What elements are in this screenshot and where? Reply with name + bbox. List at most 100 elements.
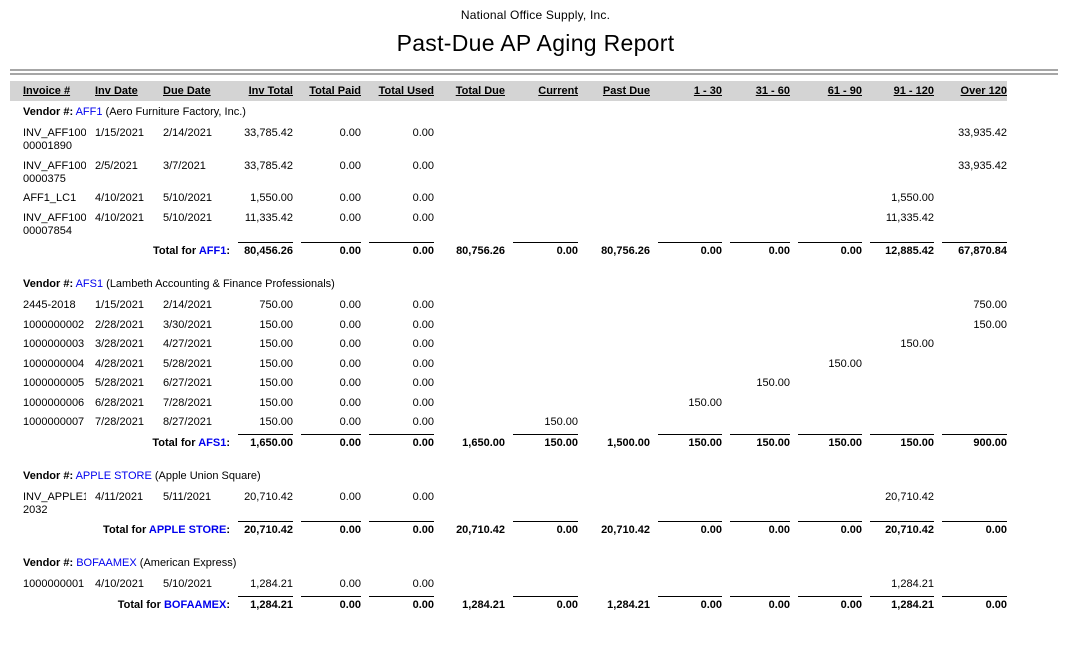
amount-cell <box>434 335 505 355</box>
amount-cell <box>862 124 934 157</box>
total-amount-cell: 0.00 <box>361 595 434 616</box>
amount-cell <box>862 316 934 336</box>
vendor-number-label: Vendor #: <box>23 557 74 569</box>
amount-cell <box>790 488 862 521</box>
amount-cell: 33,935.42 <box>958 127 1007 139</box>
amount-cell <box>578 575 650 595</box>
amount-cell: 0.00 <box>339 192 361 204</box>
amount-cell: 11,335.42 <box>244 211 293 224</box>
header-divider <box>10 69 1058 75</box>
vendor-total-row: Total for AFF1: 80,456.26 0.00 0.00 80,7… <box>10 241 1007 262</box>
total-amount-cell: 67,870.84 <box>934 241 1007 262</box>
total-vendor-code[interactable]: AFF1 <box>198 245 227 257</box>
amount-cell: 0.00 <box>339 578 361 590</box>
amount-cell: 0.00 <box>412 211 434 224</box>
total-amount-cell: 0.00 <box>650 241 722 262</box>
amount-cell: 150.00 <box>828 357 862 370</box>
inv-date-cell: 2/5/2021 <box>95 159 138 172</box>
vendor-total-row: Total for BOFAAMEX: 1,284.21 0.00 0.00 1… <box>10 595 1007 616</box>
invoice-number-cell: INV_AFF100 00001890 <box>23 127 86 152</box>
total-amount-cell: 0.00 <box>934 595 1007 616</box>
amount-cell <box>505 335 578 355</box>
amount-cell <box>934 488 1007 521</box>
amount-cell <box>722 124 790 157</box>
amount-cell: 0.00 <box>339 299 361 311</box>
invoice-row: 1000000005 5/28/2021 6/27/2021 150.00 0.… <box>10 374 1007 394</box>
amount-cell <box>505 316 578 336</box>
amount-cell <box>505 189 578 209</box>
inv-date-cell: 1/15/2021 <box>95 299 144 311</box>
amount-cell: 33,785.42 <box>244 127 293 139</box>
invoice-row: 1000000001 4/10/2021 5/10/2021 1,284.21 … <box>10 575 1007 595</box>
total-amount-cell: 0.00 <box>293 433 361 454</box>
total-vendor-code[interactable]: AFS1 <box>198 436 227 449</box>
vendor-code-link[interactable]: APPLE STORE <box>75 469 152 482</box>
vendor-total-row: Total for AFS1: 1,650.00 0.00 0.00 1,650… <box>10 433 1007 454</box>
total-vendor-code[interactable]: BOFAAMEX <box>163 598 227 611</box>
amount-cell <box>790 316 862 336</box>
amount-cell: 0.00 <box>339 416 361 428</box>
amount-cell: 33,935.42 <box>958 159 1007 172</box>
col-header-61-90: 61 - 90 <box>827 85 862 97</box>
invoice-row: 1000000002 2/28/2021 3/30/2021 150.00 0.… <box>10 316 1007 336</box>
total-for-label: Total for <box>152 245 197 257</box>
amount-cell <box>862 157 934 190</box>
amount-cell <box>578 157 650 190</box>
amount-cell <box>650 316 722 336</box>
amount-cell <box>434 316 505 336</box>
vendor-code-link[interactable]: AFS1 <box>75 278 104 290</box>
amount-cell <box>650 575 722 595</box>
amount-cell: 150.00 <box>756 377 790 389</box>
amount-cell: 0.00 <box>412 127 434 139</box>
amount-cell: 0.00 <box>339 396 361 409</box>
invoice-row: 1000000006 6/28/2021 7/28/2021 150.00 0.… <box>10 394 1007 414</box>
col-header-invoice: Invoice # <box>23 85 71 97</box>
invoice-row: 2445-2018 1/15/2021 2/14/2021 750.00 0.0… <box>10 296 1007 316</box>
amount-cell <box>578 394 650 414</box>
amount-cell <box>722 575 790 595</box>
amount-cell: 1,284.21 <box>891 578 934 590</box>
amount-cell <box>505 488 578 521</box>
total-label-colon: : <box>226 245 230 257</box>
total-amount-cell: 80,456.26 <box>230 241 293 262</box>
amount-cell: 150.00 <box>900 338 934 350</box>
amount-cell <box>578 413 650 433</box>
due-date-cell: 8/27/2021 <box>163 416 212 428</box>
col-header-total-due: Total Due <box>455 85 505 97</box>
total-amount-cell: 20,710.42 <box>601 524 650 536</box>
invoice-number-cell: 1000000003 <box>23 338 85 350</box>
total-label-cell: Total for AFS1: <box>10 433 230 454</box>
due-date-cell: 5/28/2021 <box>163 357 212 370</box>
amount-cell <box>790 189 862 209</box>
invoice-row: INV_AFF100 00007854 4/10/2021 5/10/2021 … <box>10 209 1007 242</box>
amount-cell: 150.00 <box>973 318 1007 331</box>
amount-cell <box>722 296 790 316</box>
due-date-cell: 2/14/2021 <box>163 127 212 139</box>
amount-cell: 1,550.00 <box>891 192 934 204</box>
amount-cell <box>790 413 862 433</box>
total-amount-cell: 0.00 <box>722 241 790 262</box>
inv-date-cell: 4/10/2021 <box>95 192 144 204</box>
amount-cell <box>434 374 505 394</box>
page-title: Past-Due AP Aging Report <box>396 30 675 56</box>
amount-cell <box>862 355 934 375</box>
invoice-number-cell: AFF1_LC1 <box>23 192 77 204</box>
vendor-total-row: Total for APPLE STORE: 20,710.42 0.00 0.… <box>10 520 1007 541</box>
amount-cell <box>790 394 862 414</box>
amount-cell <box>578 488 650 521</box>
amount-cell: 33,785.42 <box>244 159 293 172</box>
total-amount-cell: 1,284.21 <box>862 595 934 616</box>
vendor-number-label: Vendor #: <box>23 469 74 482</box>
col-header-past-due: Past Due <box>602 85 650 97</box>
total-amount-cell: 0.00 <box>790 241 862 262</box>
amount-cell: 150.00 <box>259 396 293 409</box>
amount-cell <box>790 374 862 394</box>
vendor-code-link[interactable]: AFF1 <box>75 106 103 118</box>
vendor-code-link[interactable]: BOFAAMEX <box>76 557 137 569</box>
amount-cell <box>434 394 505 414</box>
amount-cell <box>505 394 578 414</box>
total-amount-cell: 1,284.21 <box>607 598 650 611</box>
total-amount-cell: 1,650.00 <box>462 436 505 449</box>
total-vendor-code[interactable]: APPLE STORE <box>148 524 227 536</box>
amount-cell <box>934 575 1007 595</box>
